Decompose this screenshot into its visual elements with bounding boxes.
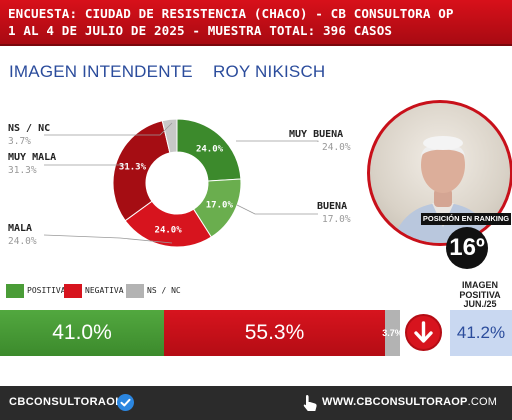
label-muy-mala-name: MUY MALA xyxy=(8,152,57,163)
previous-title: IMAGEN POSITIVA JUN./25 xyxy=(450,280,510,310)
subtitle-right: ROY NIKISCH xyxy=(213,62,326,81)
label-muy-buena-name: MUY BUENA xyxy=(289,129,344,140)
bar-positive: 41.0% xyxy=(0,310,164,356)
label-buena-name: BUENA xyxy=(317,201,348,212)
donut-slice-label-buena: 17.0% xyxy=(206,201,234,211)
label-nsnc-value: 3.7% xyxy=(8,136,31,147)
legend-swatch-positive xyxy=(6,284,24,298)
trend-indicator xyxy=(405,314,442,351)
donut-slice-ns-nc xyxy=(161,118,178,154)
header: ENCUESTA: CIUDAD DE RESISTENCIA (CHACO) … xyxy=(0,0,512,46)
donut-slice-label-muy-mala: 31.3% xyxy=(119,162,147,172)
previous-title-line-1: IMAGEN xyxy=(462,280,498,290)
donut-slice-label-mala: 24.0% xyxy=(155,226,183,236)
previous-positive-value: 41.2% xyxy=(450,310,512,356)
verified-check-icon xyxy=(117,394,134,411)
pointer-hand-icon xyxy=(301,393,319,413)
bar-negative: 55.3% xyxy=(164,310,385,356)
footer-brand: CBCONSULTORAOK xyxy=(9,396,124,408)
leader-nsnc xyxy=(44,122,173,136)
legend-positive: POSITIVA xyxy=(27,286,66,295)
footer: CBCONSULTORAOK WWW.CBCONSULTORAOP.COM xyxy=(0,386,512,420)
label-muy-mala-value: 31.3% xyxy=(8,165,37,176)
previous-title-line-3: JUN./25 xyxy=(463,299,497,309)
header-line-2: 1 AL 4 DE JULIO DE 2025 - MUESTRA TOTAL:… xyxy=(8,23,393,38)
footer-website-tld: .COM xyxy=(467,396,498,408)
label-mala-name: MALA xyxy=(8,223,33,234)
label-muy-buena-value: 24.0% xyxy=(322,142,351,153)
footer-website-main: WWW.CBCONSULTORAOP xyxy=(322,396,468,408)
legend-swatch-negative xyxy=(64,284,82,298)
bar-nsnc: 3.7% xyxy=(382,310,403,356)
label-nsnc-name: NS / NC xyxy=(8,123,51,134)
arrow-down-icon xyxy=(414,321,433,343)
legend-swatch-nsnc xyxy=(126,284,144,298)
leader-buena xyxy=(236,204,318,215)
ranking-badge: 16º xyxy=(446,227,488,269)
subtitle-left: IMAGEN INTENDENTE xyxy=(9,62,193,81)
donut-slice-label-muy-buena: 24.0% xyxy=(196,144,224,154)
legend-nsnc: NS / NC xyxy=(147,286,181,295)
legend-negative: NEGATIVA xyxy=(85,286,124,295)
leader-mala xyxy=(43,234,173,244)
leader-muy-buena xyxy=(236,140,319,142)
header-line-1: ENCUESTA: CIUDAD DE RESISTENCIA (CHACO) … xyxy=(8,6,454,21)
previous-title-line-2: POSITIVA xyxy=(459,289,501,300)
label-buena-value: 17.0% xyxy=(322,214,351,225)
label-mala-value: 24.0% xyxy=(8,236,37,247)
footer-website[interactable]: WWW.CBCONSULTORAOP.COM xyxy=(322,396,497,408)
ranking-caption: POSICIÓN EN RANKING xyxy=(421,213,511,225)
donut-slice-muy-mala xyxy=(112,120,171,222)
